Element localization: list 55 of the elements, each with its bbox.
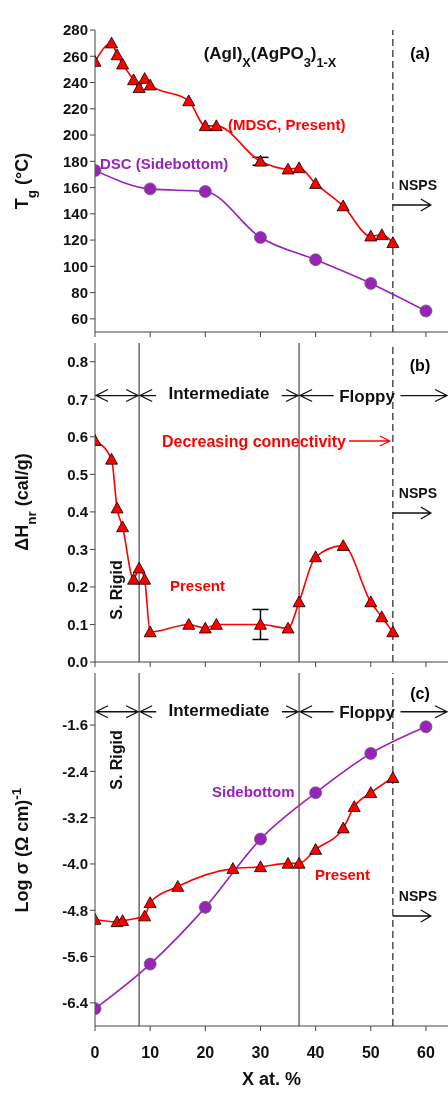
annotation: S. Rigid [108, 730, 126, 790]
series-label: Sidebottom [212, 783, 295, 800]
y-tick-label: 0.0 [67, 653, 88, 671]
y-tick-label: 0.2 [67, 578, 88, 596]
y-tick-label: -5.6 [62, 947, 88, 965]
annotation: Intermediate [168, 701, 270, 720]
x-tick-label: 20 [196, 1044, 215, 1062]
y-tick-label: -3.2 [62, 809, 88, 826]
y-tick-label: 80 [71, 283, 88, 301]
annotation: S. Rigid [108, 560, 126, 620]
y-tick-label: 0.3 [67, 540, 88, 558]
y-tick-label: 140 [62, 205, 88, 223]
x-tick-label: 30 [251, 1044, 270, 1062]
y-tick-label: 0.1 [67, 615, 88, 633]
y-tick-label: 280 [62, 21, 88, 39]
y-tick-label: 160 [62, 178, 88, 196]
x-axis-title: X at. % [241, 1069, 302, 1089]
y-tick-label: 0.5 [67, 465, 88, 483]
x-tick-label: 0 [90, 1044, 100, 1062]
x-tick-label: 60 [417, 1044, 435, 1062]
annotation: (b) [409, 357, 431, 374]
y-tick-label: -4.8 [62, 901, 88, 919]
y-tick-label: 0.6 [67, 428, 88, 446]
x-tick-label: 10 [141, 1044, 160, 1062]
series-label: DSC (Sidebottom) [100, 155, 229, 172]
y-tick-label: 200 [62, 126, 88, 144]
annotation: Decreasing connectivity [161, 433, 347, 450]
text: (AgI)$_{X}$(AgPO$_{3}$)$_{1-X}$ [203, 44, 337, 70]
y-tick-label: 0.4 [67, 503, 89, 521]
y-tick-label: 0.7 [67, 390, 88, 408]
annotation: (c) [410, 685, 430, 702]
annotation: Floppy [339, 702, 396, 722]
y-tick-label: 240 [62, 73, 88, 91]
y-tick-label: -1.6 [62, 716, 88, 734]
ref-line-label: NSPS [398, 177, 437, 193]
ref-line-label: NSPS [398, 888, 437, 904]
annotation: (a) [410, 45, 430, 62]
series-label: Present [170, 577, 226, 594]
ref-line-label: NSPS [398, 485, 437, 501]
y-tick-label: 180 [62, 152, 88, 170]
y-tick-label: 60 [71, 310, 88, 328]
x-tick-label: 40 [306, 1044, 325, 1062]
annotation: Floppy [339, 386, 396, 406]
y-tick-label: 260 [62, 47, 88, 65]
annotation: Intermediate [168, 384, 270, 403]
series-label: (MDSC, Present) [228, 116, 346, 133]
x-tick-label: 50 [361, 1044, 380, 1062]
y-tick-label: 120 [62, 231, 88, 249]
y-tick-label: 100 [62, 257, 88, 275]
series-label: Present [315, 866, 371, 883]
y-tick-label: -2.4 [62, 762, 89, 780]
y-tick-label: 0.8 [67, 353, 88, 371]
y-tick-label: 220 [62, 100, 88, 118]
y-tick-label: -4.0 [62, 855, 88, 873]
y-tick-label: -6.4 [62, 994, 89, 1012]
